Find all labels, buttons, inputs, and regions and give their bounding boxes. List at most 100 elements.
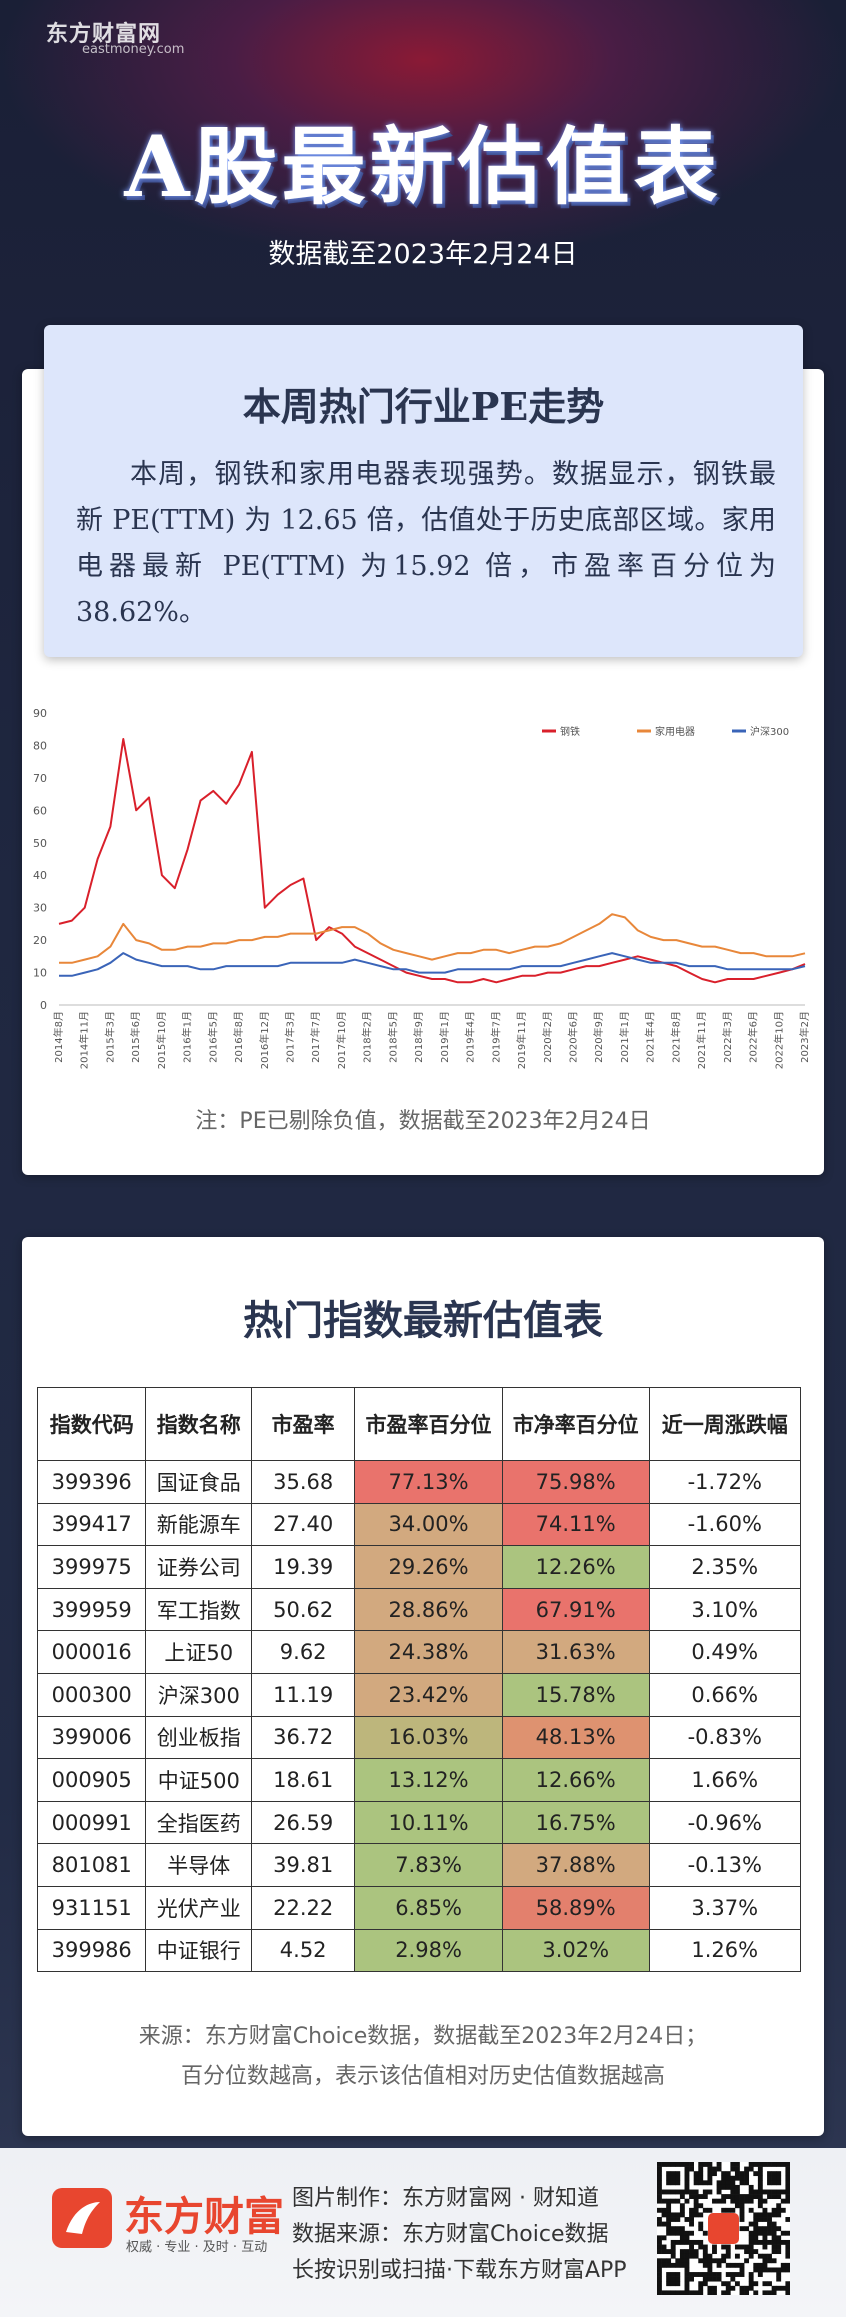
qr-module (748, 2162, 754, 2167)
qr-module (757, 2272, 763, 2277)
qr-module (730, 2175, 736, 2181)
qr-module (675, 2212, 681, 2218)
qr-module (725, 2194, 731, 2199)
qr-module (666, 2171, 672, 2177)
qr-module (748, 2253, 754, 2259)
qr-module (670, 2189, 676, 2195)
qr-module (771, 2212, 777, 2218)
brand-icon (52, 2188, 112, 2248)
table-row: 000905 中证500 18.61 13.12% 12.66% 1.66% (36, 1758, 802, 1802)
qr-module (776, 2249, 782, 2255)
qr-module (744, 2175, 750, 2181)
table-cell: 军工指数 (145, 1587, 253, 1632)
table-title: 热门指数最新估值表 (243, 1297, 603, 1344)
y-tick-label: 90 (33, 707, 47, 720)
qr-module (670, 2175, 676, 2181)
qr-module (739, 2272, 745, 2277)
qr-module (679, 2226, 685, 2232)
qr-module (767, 2194, 772, 2199)
table-cell: 77.13% (354, 1460, 503, 1504)
qr-module (730, 2194, 736, 2199)
qr-module (739, 2290, 745, 2295)
table-cell: 000016 (36, 1630, 147, 1674)
table-cell: 48.13% (501, 1715, 650, 1760)
qr-module (698, 2244, 704, 2250)
qr-module (780, 2262, 786, 2268)
qr-module (661, 2235, 667, 2241)
qr-module (707, 2162, 713, 2167)
table-cell: 19.39 (251, 1545, 356, 1589)
qr-module (693, 2189, 699, 2195)
qr-module (762, 2212, 768, 2218)
qr-module (689, 2217, 694, 2222)
x-tick-label: 2020年6月 (566, 1011, 579, 1063)
qr-module (739, 2262, 745, 2268)
table-cell: 22.22 (251, 1885, 356, 1930)
x-tick-label: 2016年1月 (181, 1011, 194, 1063)
x-tick-label: 2016年5月 (206, 1011, 219, 1063)
qr-module (721, 2194, 727, 2199)
qr-module (684, 2162, 690, 2167)
qr-module (657, 2189, 662, 2195)
qr-module (707, 2258, 713, 2264)
qr-module (771, 2221, 777, 2227)
qr-module (689, 2212, 694, 2218)
qr-module (744, 2171, 750, 2177)
qr-module (721, 2171, 727, 2177)
qr-module (785, 2184, 790, 2190)
qr-module (721, 2290, 727, 2295)
x-tick-label: 2020年2月 (541, 1011, 554, 1063)
qr-module (702, 2189, 708, 2195)
qr-module (698, 2171, 704, 2177)
qr-module (771, 2194, 777, 2199)
y-tick-label: 80 (33, 739, 47, 752)
qr-module (684, 2249, 690, 2255)
qr-module (693, 2212, 699, 2218)
table-row: 000991 全指医药 26.59 10.11% 16.75% -0.96% (36, 1800, 802, 1845)
x-tick-label: 2022年10月 (772, 1011, 785, 1069)
qr-module (757, 2194, 763, 2199)
qr-module (780, 2189, 786, 2195)
table-cell: 沪深300 (145, 1672, 253, 1717)
x-tick-label: 2014年11月 (78, 1011, 91, 1069)
qr-module (762, 2290, 768, 2295)
table-cell: 23.42% (354, 1672, 503, 1717)
qr-module (785, 2239, 790, 2245)
qr-code[interactable] (657, 2162, 790, 2295)
qr-module (666, 2203, 672, 2209)
table-row: 399417 新能源车 27.40 34.00% 74.11% -1.60% (36, 1502, 802, 1547)
table-cell: 28.86% (354, 1587, 503, 1632)
table-cell: 中证银行 (145, 1928, 253, 1973)
qr-module (698, 2290, 704, 2295)
qr-module (734, 2272, 740, 2277)
table-cell: 399006 (36, 1715, 147, 1760)
qr-module (693, 2198, 699, 2204)
qr-module (725, 2290, 731, 2295)
qr-module (684, 2262, 690, 2268)
table-cell: 18.61 (251, 1758, 356, 1802)
table-cell: 半导体 (145, 1843, 253, 1887)
qr-module (734, 2162, 740, 2167)
qr-module (780, 2285, 786, 2291)
qr-module (721, 2207, 727, 2213)
table-cell: 399396 (36, 1460, 147, 1504)
table-cell: -0.96% (648, 1800, 802, 1845)
qr-module (670, 2262, 676, 2268)
qr-module (657, 2221, 662, 2227)
qr-module (702, 2230, 708, 2236)
qr-module (657, 2272, 662, 2277)
qr-module (762, 2235, 768, 2241)
qr-module (670, 2230, 676, 2236)
qr-module (684, 2281, 690, 2287)
qr-module (702, 2180, 708, 2186)
y-tick-label: 20 (33, 934, 47, 947)
y-tick-label: 50 (33, 837, 47, 850)
qr-module (753, 2290, 759, 2295)
table-row: 000300 沪深300 11.19 23.42% 15.78% 0.66% (36, 1672, 802, 1717)
qr-module (661, 2198, 667, 2204)
qr-module (744, 2166, 750, 2172)
qr-module (776, 2244, 782, 2250)
qr-module (661, 2244, 667, 2250)
qr-module (679, 2262, 685, 2268)
qr-center-logo (708, 2213, 739, 2244)
